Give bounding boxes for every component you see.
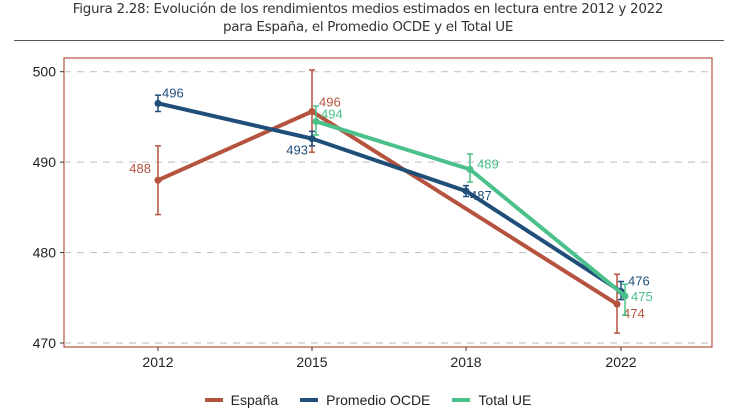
y-tick-label: 470 (33, 335, 57, 351)
data-point (308, 135, 316, 143)
series-line-España (157, 109, 619, 306)
legend-swatch (452, 398, 471, 402)
legend-item: Promedio OCDE (300, 392, 430, 408)
data-label: 494 (321, 106, 343, 121)
x-tick-label: 2012 (142, 354, 173, 370)
y-tick-label: 480 (33, 245, 57, 261)
x-tick-label: 2015 (296, 354, 327, 370)
x-tick-label: 2018 (450, 354, 481, 370)
data-point (613, 300, 621, 308)
data-label: 487 (470, 188, 492, 203)
data-label: 493 (286, 143, 308, 158)
y-tick-label: 490 (33, 154, 57, 170)
legend-label: Promedio OCDE (326, 392, 431, 408)
legend-label: Total UE (478, 392, 532, 408)
data-label: 474 (623, 306, 645, 321)
legend-item: Total UE (452, 392, 531, 408)
line-chart: 470 480 490 500 2012 2015 2018 2022 488 496 474 496… (33, 57, 713, 370)
series-line-Total UE (315, 119, 627, 298)
data-point (621, 292, 629, 300)
data-point (154, 176, 162, 184)
data-point (462, 187, 470, 195)
title-divider (14, 40, 724, 41)
data-label: 488 (129, 161, 151, 176)
data-label: 475 (631, 289, 653, 304)
y-tick-label: 500 (33, 64, 57, 80)
data-point (466, 165, 474, 173)
data-label: 496 (319, 94, 341, 109)
legend-item: España (204, 392, 279, 408)
legend-swatch (204, 398, 223, 402)
chart-title: Figura 2.28: Evolución de los rendimient… (72, 1, 664, 17)
data-label: 496 (162, 85, 184, 100)
data-point (308, 107, 316, 115)
plot-border (63, 57, 713, 348)
x-tick-label: 2022 (605, 354, 636, 370)
data-point (312, 117, 320, 125)
legend: España Promedio OCDE Total UE (0, 392, 736, 408)
legend-label: España (230, 392, 279, 408)
chart-subtitle: para España, el Promedio OCDE y el Total… (222, 19, 514, 35)
data-point (154, 99, 162, 107)
data-label: 476 (628, 273, 650, 288)
series-line-Promedio OCDE (157, 101, 623, 294)
data-label: 489 (477, 156, 499, 171)
legend-swatch (300, 398, 319, 402)
